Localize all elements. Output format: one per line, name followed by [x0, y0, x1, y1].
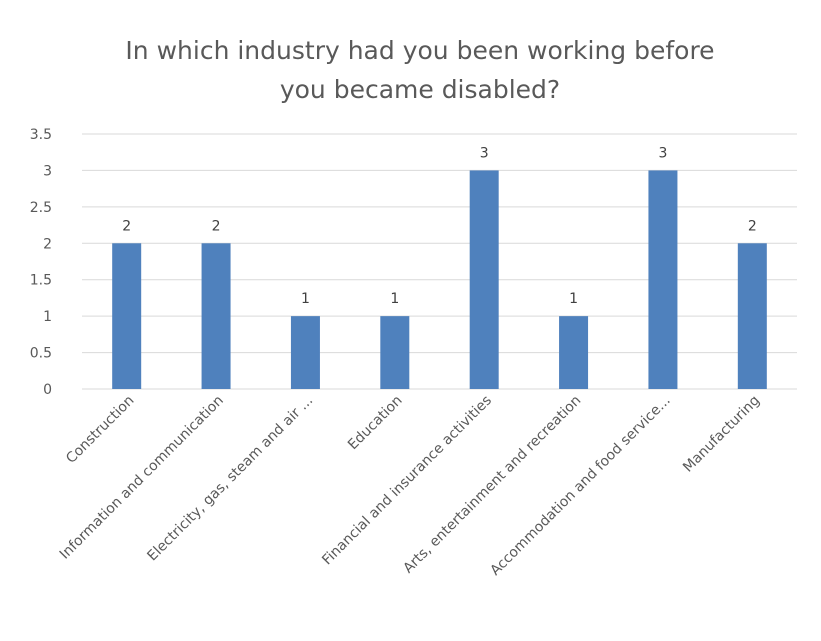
y-tick-label: 0.5 — [30, 346, 52, 362]
bars — [112, 170, 767, 389]
bar — [559, 316, 589, 389]
y-tick-label: 3.5 — [30, 127, 52, 143]
y-tick-label: 2 — [43, 236, 52, 252]
category-label: Manufacturing — [680, 393, 763, 476]
y-tick-label: 1.5 — [30, 273, 52, 289]
bar — [112, 243, 142, 389]
category-label: Financial and insurance activities — [319, 393, 495, 569]
bar-data-label: 2 — [122, 218, 131, 234]
bar-data-label: 1 — [301, 291, 310, 307]
bar — [201, 243, 231, 389]
bar-data-label: 2 — [748, 218, 757, 234]
chart-title: In which industry had you been working b… — [125, 36, 714, 104]
category-label: Construction — [63, 393, 137, 467]
y-tick-label: 1 — [43, 309, 52, 325]
category-label: Electricity, gas, steam and air ... — [144, 393, 316, 565]
bar — [648, 170, 678, 389]
bar-data-label: 2 — [212, 218, 221, 234]
bar-data-label: 3 — [480, 145, 489, 161]
bar — [380, 316, 410, 389]
bar — [469, 170, 499, 389]
bar — [737, 243, 767, 389]
y-tick-label: 3 — [43, 163, 52, 179]
y-tick-label: 2.5 — [30, 200, 52, 216]
gridlines — [82, 133, 797, 390]
category-label: Education — [345, 393, 406, 454]
y-tick-label: 0 — [43, 382, 52, 398]
category-label: Arts, entertainment and recreation — [400, 393, 584, 577]
bar-data-label: 1 — [390, 291, 399, 307]
bar-data-label: 1 — [569, 291, 578, 307]
bar-data-label: 3 — [658, 145, 667, 161]
y-axis-tick-labels: 0 0.5 1 1.5 2 2.5 3 3.5 — [30, 127, 52, 398]
category-label: Information and communication — [57, 393, 227, 563]
category-label: Accommodation and food service... — [487, 393, 673, 579]
chart-title-line-2: you became disabled? — [280, 75, 560, 104]
chart-title-line-1: In which industry had you been working b… — [125, 36, 714, 65]
data-labels: 2 2 1 1 3 1 3 2 — [122, 145, 757, 307]
bar — [290, 316, 320, 389]
